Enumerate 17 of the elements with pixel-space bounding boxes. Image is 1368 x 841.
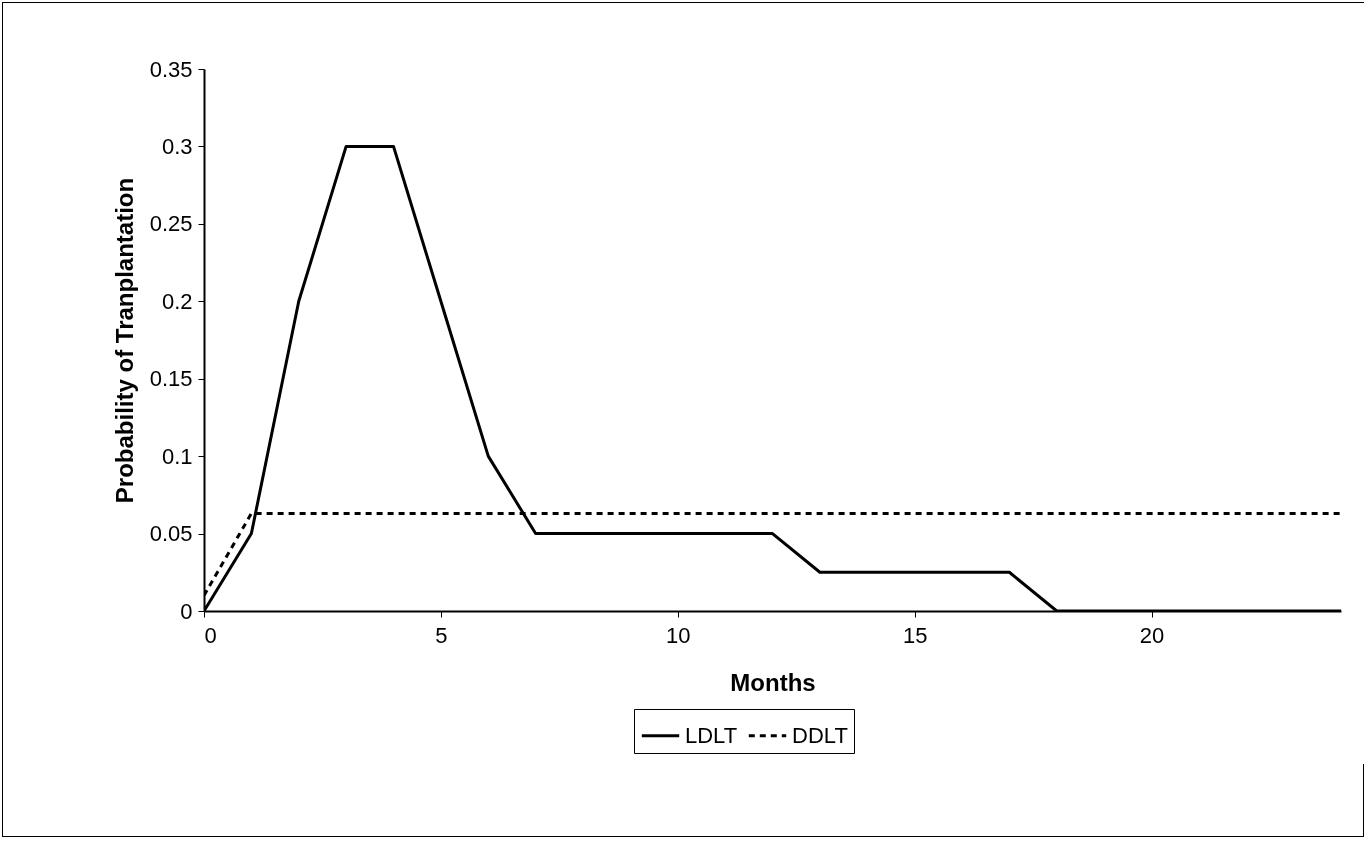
x-axis-title: Months	[730, 668, 816, 696]
y-tick-label: 0	[180, 598, 193, 624]
x-tick-label: 10	[666, 622, 691, 648]
y-tick-label: 0.05	[149, 521, 193, 547]
y-tick-label: 0.2	[161, 288, 193, 314]
y-axis-title: Probability of Tranplantation	[110, 177, 138, 504]
y-tick-label: 0.35	[149, 56, 193, 82]
y-tick-label: 0.3	[161, 133, 193, 159]
x-tick-label: 20	[1139, 622, 1165, 648]
legend-label: DDLT	[792, 722, 848, 748]
y-tick-label: 0.15	[149, 366, 193, 392]
x-tick-label: 5	[435, 622, 448, 648]
x-tick-label: 15	[902, 622, 928, 648]
y-tick-label: 0.1	[161, 443, 193, 469]
x-tick-label: 0	[204, 622, 217, 648]
legend-label: LDLT	[685, 722, 738, 748]
y-tick-label: 0.25	[149, 211, 193, 237]
